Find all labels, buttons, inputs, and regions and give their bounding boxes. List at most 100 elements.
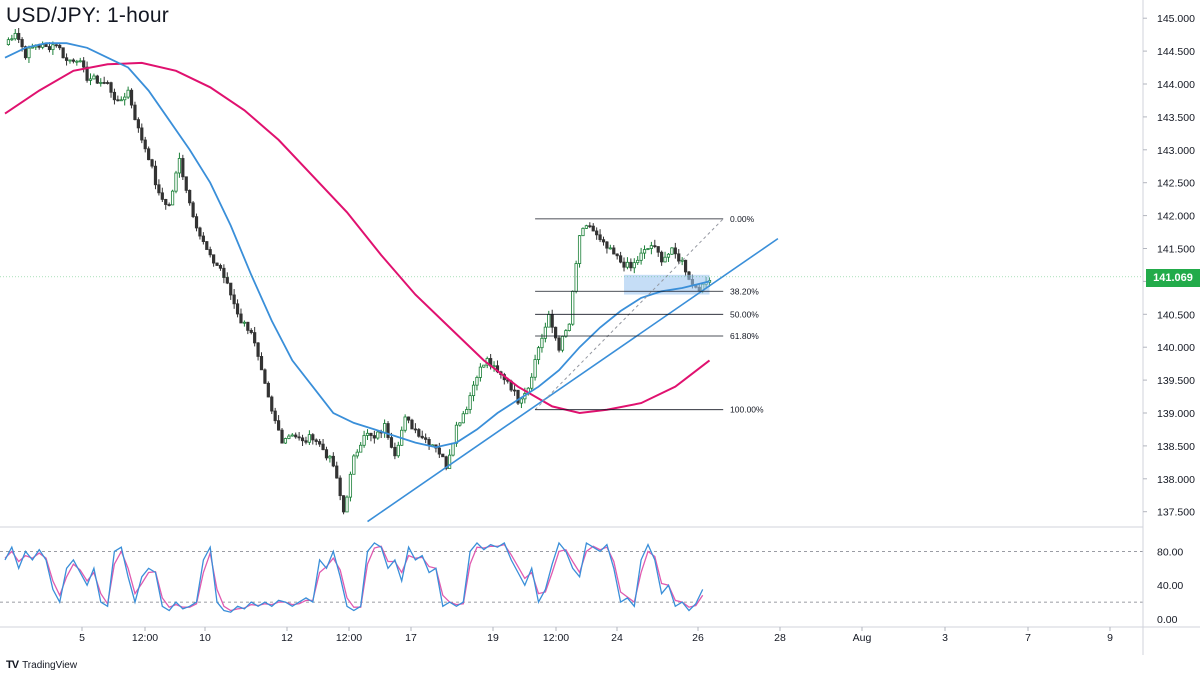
bearish-candle — [629, 261, 633, 269]
bullish-candle — [88, 78, 93, 81]
bearish-candle — [601, 239, 606, 243]
bearish-candle — [140, 127, 144, 141]
bearish-candle — [47, 46, 52, 51]
last-price-badge: 141.069 — [1146, 269, 1200, 287]
bearish-candle — [372, 435, 376, 439]
bearish-candle — [129, 89, 134, 106]
bullish-candle — [680, 259, 684, 262]
bearish-candle — [215, 262, 219, 266]
bearish-candle — [393, 446, 397, 457]
bearish-candle — [656, 246, 660, 253]
bearish-candle — [218, 265, 223, 269]
bearish-candle — [232, 294, 236, 305]
bearish-candle — [150, 159, 154, 167]
price-tick-label: 138.500 — [1157, 441, 1195, 453]
bullish-candle — [646, 248, 650, 250]
bearish-candle — [369, 432, 373, 436]
bearish-candle — [280, 429, 284, 444]
price-tick-label: 140.500 — [1157, 309, 1195, 321]
bullish-candle — [458, 422, 462, 426]
price-tick-label: 144.500 — [1157, 46, 1195, 58]
time-tick-label: 5 — [79, 632, 85, 644]
time-tick-label: 10 — [199, 632, 211, 644]
time-tick-label: Aug — [853, 632, 872, 644]
bearish-candle — [605, 241, 609, 249]
price-tick-label: 141.500 — [1157, 244, 1195, 256]
bullish-candle — [396, 444, 400, 457]
bearish-candle — [184, 176, 188, 191]
bullish-candle — [177, 158, 182, 174]
bullish-candle — [540, 337, 544, 349]
bullish-candle — [533, 359, 537, 378]
bearish-candle — [249, 329, 253, 333]
bullish-candle — [536, 347, 541, 360]
bearish-candle — [588, 225, 592, 228]
bullish-candle — [608, 247, 612, 250]
bearish-candle — [112, 91, 117, 101]
bearish-candle — [212, 254, 216, 264]
bearish-candle — [294, 434, 298, 438]
bullish-candle — [451, 442, 455, 456]
bearish-candle — [557, 337, 561, 351]
brand-name: TradingView — [22, 659, 78, 671]
bullish-candle — [403, 416, 407, 431]
bearish-candle — [143, 139, 147, 150]
bearish-candle — [321, 443, 325, 451]
bullish-candle — [475, 377, 479, 386]
price-tick-label: 137.500 — [1157, 507, 1195, 519]
bullish-candle — [348, 473, 353, 498]
time-tick-label: 12:00 — [336, 632, 362, 644]
bullish-candle — [75, 60, 79, 63]
fast-moving-average-line — [4, 42, 710, 449]
bearish-candle — [116, 99, 120, 102]
bearish-candle — [512, 389, 517, 392]
price-pane[interactable]: 0.00% 38.20% 50.00% 61.80% 100.00% — [0, 28, 1143, 523]
time-tick-label: 19 — [487, 632, 499, 644]
bearish-candle — [23, 46, 28, 59]
bullish-candle — [567, 323, 571, 331]
bearish-candle — [683, 259, 688, 273]
bullish-candle — [454, 424, 459, 444]
bearish-candle — [58, 44, 62, 49]
bullish-candle — [383, 423, 387, 434]
bullish-candle — [468, 395, 472, 410]
bearish-candle — [598, 234, 602, 241]
bearish-candle — [427, 439, 431, 446]
axes: 145.000 144.500 144.000 143.500 143.000 142.5… — [0, 0, 1200, 655]
oscillator-tick-label: 0.00 — [1157, 614, 1178, 626]
bearish-candle — [386, 423, 390, 438]
bearish-candle — [61, 47, 65, 59]
bullish-candle — [355, 451, 359, 457]
bearish-candle — [341, 495, 346, 513]
bearish-candle — [612, 247, 616, 255]
bearish-candle — [417, 429, 421, 437]
bearish-candle — [300, 437, 305, 442]
bullish-candle — [560, 335, 565, 351]
bullish-candle — [581, 227, 585, 237]
price-tick-label: 140.000 — [1157, 342, 1195, 354]
bullish-candle — [639, 252, 643, 261]
time-tick-label: 24 — [611, 632, 623, 644]
bullish-candle — [119, 99, 123, 102]
bearish-candle — [229, 282, 233, 296]
bullish-candle — [27, 47, 31, 59]
bearish-candle — [253, 332, 257, 344]
bearish-candle — [64, 57, 69, 61]
stochastic-pane[interactable] — [0, 541, 1143, 613]
bullish-candle — [345, 496, 349, 513]
bullish-candle — [584, 225, 589, 229]
bullish-candle — [574, 263, 578, 292]
bullish-candle — [547, 313, 551, 328]
bullish-candle — [242, 321, 246, 324]
bullish-candle — [376, 431, 380, 439]
tradingview-brand[interactable]: TV TradingView — [6, 659, 77, 671]
bullish-candle — [465, 409, 469, 415]
bullish-candle — [290, 434, 294, 437]
bullish-candle — [92, 75, 96, 80]
bullish-candle — [362, 435, 366, 446]
price-tick-label: 142.000 — [1157, 211, 1195, 223]
bearish-candle — [181, 158, 185, 178]
tradingview-logo-icon: TV — [6, 659, 19, 671]
bullish-candle — [287, 435, 291, 439]
